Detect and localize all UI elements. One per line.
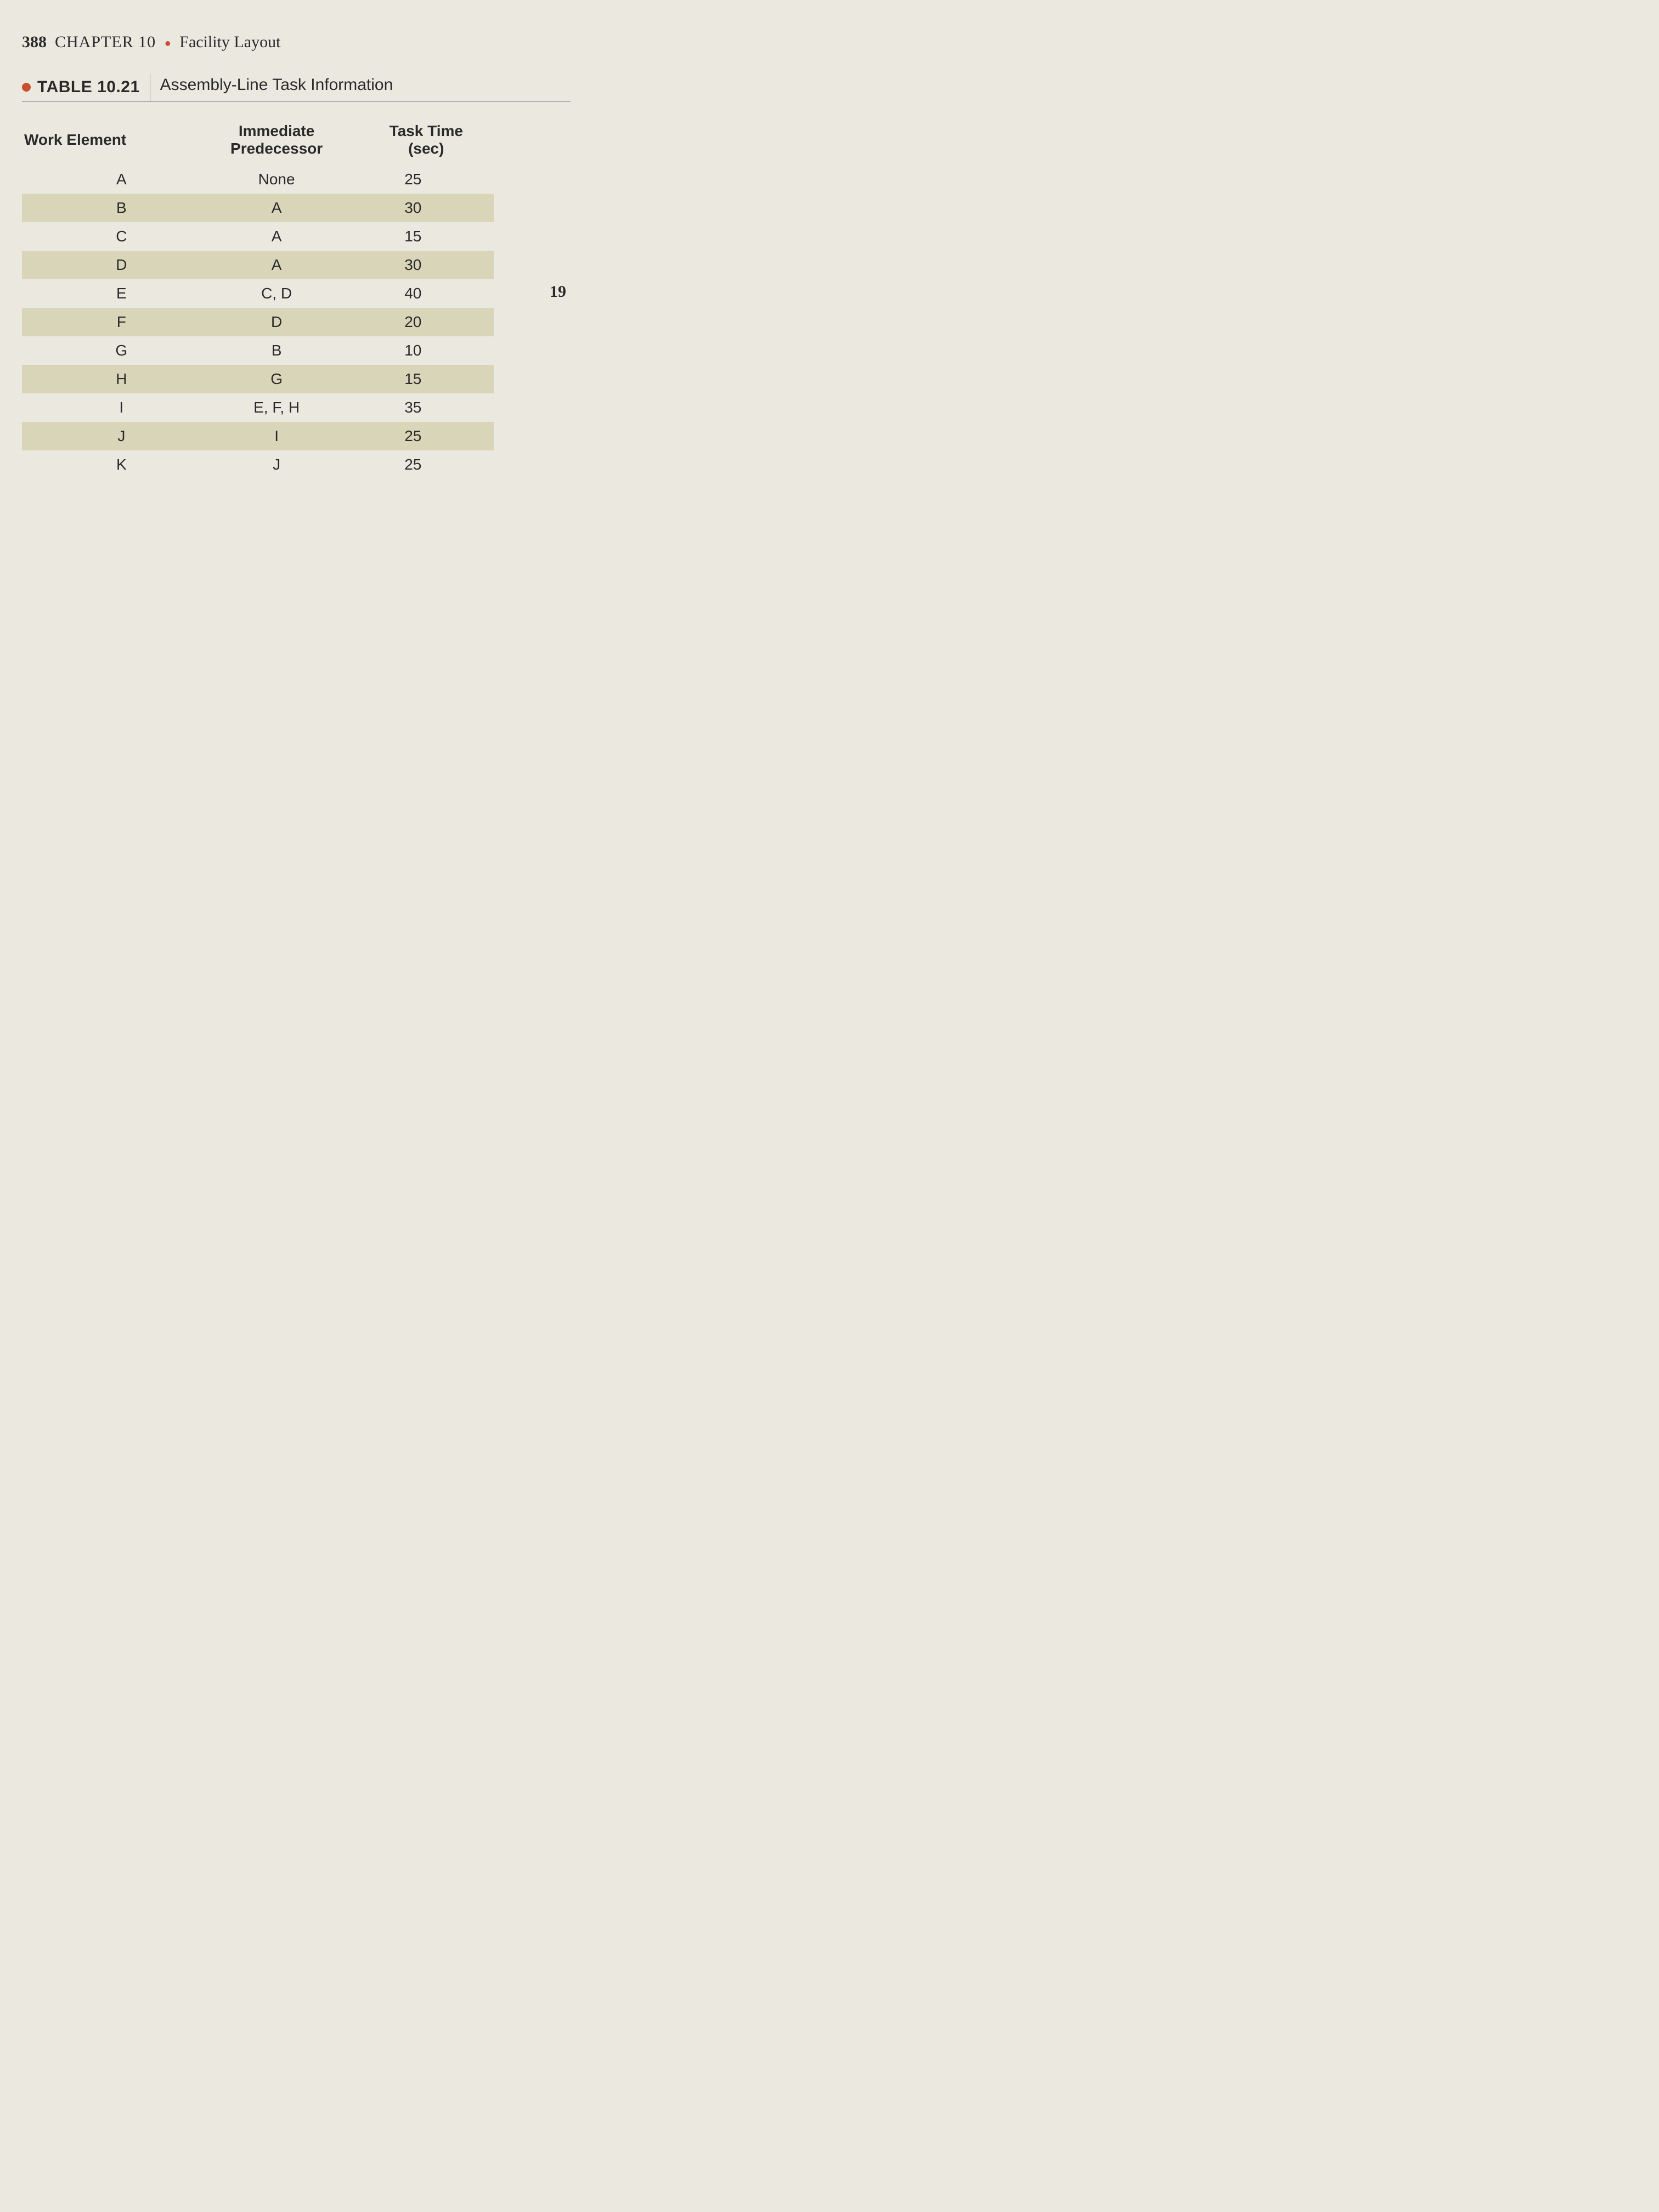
col-header-predecessor: Immediate Predecessor: [195, 118, 359, 165]
table-caption: Assembly-Line Task Information: [150, 76, 393, 99]
table-row: EC, D40: [22, 279, 494, 308]
table-title-row: TABLE 10.21 Assembly-Line Task Informati…: [22, 74, 571, 101]
cell-work-element: D: [22, 251, 195, 279]
cell-task-time: 25: [359, 450, 494, 479]
cell-predecessor: B: [195, 336, 359, 365]
table-row: GB10: [22, 336, 494, 365]
cell-task-time: 20: [359, 308, 494, 336]
bullet-separator-icon: ●: [165, 37, 171, 49]
cell-predecessor: J: [195, 450, 359, 479]
cell-predecessor: G: [195, 365, 359, 393]
table-row: BA30: [22, 194, 494, 222]
table-row: FD20: [22, 308, 494, 336]
table-label: TABLE 10.21: [37, 78, 140, 97]
chapter-title: Facility Layout: [179, 33, 280, 51]
page-number: 388: [22, 33, 47, 51]
table-row: KJ25: [22, 450, 494, 479]
cell-predecessor: A: [195, 222, 359, 251]
table-row: JI25: [22, 422, 494, 450]
col-header-work-element: Work Element: [22, 118, 195, 165]
margin-fragment: 19: [550, 283, 566, 301]
table-row: IE, F, H35: [22, 393, 494, 422]
cell-work-element: E: [22, 279, 195, 308]
cell-predecessor: A: [195, 194, 359, 222]
cell-predecessor: I: [195, 422, 359, 450]
col-header-task-time: Task Time (sec): [359, 118, 494, 165]
cell-work-element: G: [22, 336, 195, 365]
page-container: 388 CHAPTER 10 ● Facility Layout TABLE 1…: [22, 33, 571, 479]
cell-task-time: 40: [359, 279, 494, 308]
table-body: ANone25BA30CA15DA30EC, D40FD20GB10HG15IE…: [22, 165, 494, 479]
cell-work-element: F: [22, 308, 195, 336]
red-dot-icon: [22, 83, 31, 92]
cell-work-element: J: [22, 422, 195, 450]
cell-task-time: 30: [359, 194, 494, 222]
cell-predecessor: C, D: [195, 279, 359, 308]
table-header: Work Element Immediate Predecessor Task …: [22, 118, 494, 165]
cell-predecessor: D: [195, 308, 359, 336]
table-label-box: TABLE 10.21: [22, 74, 150, 101]
cell-predecessor: A: [195, 251, 359, 279]
table-row: ANone25: [22, 165, 494, 194]
page-header: 388 CHAPTER 10 ● Facility Layout: [22, 33, 571, 52]
cell-task-time: 25: [359, 165, 494, 194]
cell-predecessor: None: [195, 165, 359, 194]
cell-work-element: H: [22, 365, 195, 393]
cell-task-time: 30: [359, 251, 494, 279]
cell-work-element: B: [22, 194, 195, 222]
cell-task-time: 25: [359, 422, 494, 450]
cell-work-element: A: [22, 165, 195, 194]
table-row: CA15: [22, 222, 494, 251]
cell-task-time: 15: [359, 365, 494, 393]
table-row: HG15: [22, 365, 494, 393]
cell-work-element: C: [22, 222, 195, 251]
table-row: DA30: [22, 251, 494, 279]
cell-task-time: 10: [359, 336, 494, 365]
cell-work-element: K: [22, 450, 195, 479]
cell-predecessor: E, F, H: [195, 393, 359, 422]
task-info-table: Work Element Immediate Predecessor Task …: [22, 118, 494, 479]
cell-work-element: I: [22, 393, 195, 422]
cell-task-time: 15: [359, 222, 494, 251]
chapter-label: CHAPTER 10: [55, 33, 156, 51]
cell-task-time: 35: [359, 393, 494, 422]
